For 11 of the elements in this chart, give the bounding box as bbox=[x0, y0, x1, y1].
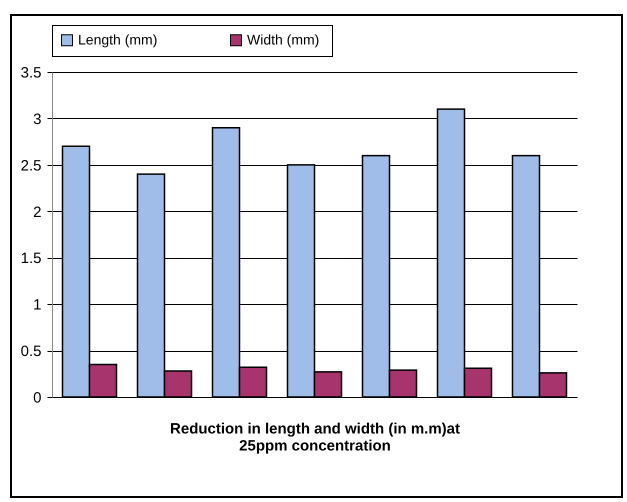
y-tick-label: 3.5 bbox=[20, 64, 42, 82]
y-tick-label: 2 bbox=[33, 204, 42, 221]
y-tick-label: 1.5 bbox=[20, 250, 42, 268]
y-tick-label: 0.5 bbox=[20, 343, 42, 360]
y-tick-label: 0 bbox=[33, 390, 42, 406]
y-tick-label: 2.5 bbox=[20, 157, 42, 174]
x-axis-title: Reduction in length and width (in m.m)at 25ppm concentration bbox=[170, 420, 460, 454]
legend-label: Width (mm) bbox=[247, 31, 320, 48]
legend-label: Length (mm) bbox=[78, 31, 158, 48]
y-tick-label: 3 bbox=[33, 110, 42, 128]
y-tick-label: 1 bbox=[33, 296, 42, 314]
